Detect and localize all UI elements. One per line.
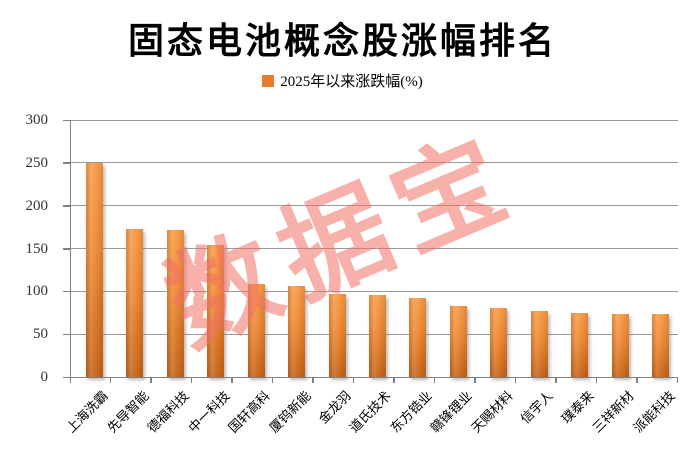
bar-东方锆业 <box>409 298 427 377</box>
y-axis-label-100: 100 <box>25 283 49 300</box>
x-tick-6 <box>312 377 314 383</box>
x-tick-13 <box>595 377 598 383</box>
x-axis-label-道氏技术: 道氏技术 <box>346 388 395 436</box>
plot-area <box>70 119 678 378</box>
bar-厦钨新能 <box>288 286 306 377</box>
chart-title: 固态电池概念股涨幅排名 <box>127 21 557 61</box>
y-tick-100 <box>63 290 70 293</box>
x-axis-label-国轩高科: 国轩高科 <box>225 388 273 436</box>
legend-marker-square <box>262 74 275 87</box>
bar-璞泰来 <box>571 312 589 377</box>
x-tick-11 <box>514 377 517 383</box>
bar-国轩高科 <box>247 283 265 377</box>
x-axis-label-中一科技: 中一科技 <box>184 388 233 436</box>
x-tick-2 <box>150 377 152 383</box>
bar-三祥新材 <box>611 313 629 377</box>
y-tick-200 <box>63 205 70 207</box>
bar-赣锋锂业 <box>449 305 467 377</box>
legend-label: 2025年以来涨跌幅(%) <box>280 74 423 90</box>
x-tick-4 <box>231 377 233 383</box>
bar-天赐材料 <box>490 308 508 377</box>
gridline-150 <box>71 248 678 249</box>
y-axis-label-300: 300 <box>25 112 49 128</box>
x-tick-9 <box>433 377 436 383</box>
y-tick-300 <box>63 119 70 121</box>
bar-中一科技 <box>207 245 225 377</box>
gridline-250 <box>71 162 678 164</box>
bar-上海洗霸 <box>85 162 103 377</box>
y-axis-label-150: 150 <box>25 240 49 257</box>
x-tick-7 <box>352 377 355 383</box>
gridline-200 <box>71 205 678 207</box>
x-axis-label-先导智能: 先导智能 <box>104 388 152 436</box>
gridline-300 <box>71 119 678 121</box>
x-tick-0 <box>69 377 71 383</box>
gridline-100 <box>71 290 678 292</box>
x-axis-label-东方锆业: 东方锆业 <box>387 388 435 436</box>
bar-信宇人 <box>530 311 548 377</box>
bar-先导智能 <box>126 228 144 377</box>
x-tick-12 <box>555 377 557 383</box>
bar-派能科技 <box>652 314 670 377</box>
x-axis-label-天赐材料: 天赐材料 <box>468 388 516 436</box>
x-axis-label-信宇人: 信宇人 <box>517 388 557 427</box>
x-axis-label-派能科技: 派能科技 <box>630 388 678 436</box>
x-tick-15 <box>676 377 678 383</box>
x-tick-1 <box>109 377 112 383</box>
x-axis-label-德福科技: 德福科技 <box>144 388 192 436</box>
bar-金龙羽 <box>328 293 346 377</box>
y-axis-label-200: 200 <box>25 197 49 214</box>
legend: 2025年以来涨跌幅(%) <box>0 70 685 91</box>
x-tick-5 <box>271 377 274 383</box>
x-axis-label-上海洗霸: 上海洗霸 <box>63 388 111 436</box>
x-axis-label-厦钨新能: 厦钨新能 <box>265 388 314 436</box>
y-tick-250 <box>63 162 70 164</box>
x-tick-14 <box>636 377 638 383</box>
x-tick-10 <box>474 377 476 383</box>
x-axis-label-赣锋锂业: 赣锋锂业 <box>427 388 476 436</box>
y-tick-0 <box>63 376 70 378</box>
x-tick-3 <box>190 377 193 383</box>
x-tick-8 <box>393 377 395 383</box>
y-tick-150 <box>63 248 70 250</box>
y-axis-label-250: 250 <box>25 154 49 171</box>
bar-德福科技 <box>166 229 184 377</box>
y-axis-label-50: 50 <box>33 326 48 343</box>
bar-道氏技术 <box>369 294 386 377</box>
x-axis-label-三祥新材: 三祥新材 <box>589 388 638 436</box>
y-axis-label-0: 0 <box>40 369 49 385</box>
y-tick-50 <box>63 333 70 336</box>
